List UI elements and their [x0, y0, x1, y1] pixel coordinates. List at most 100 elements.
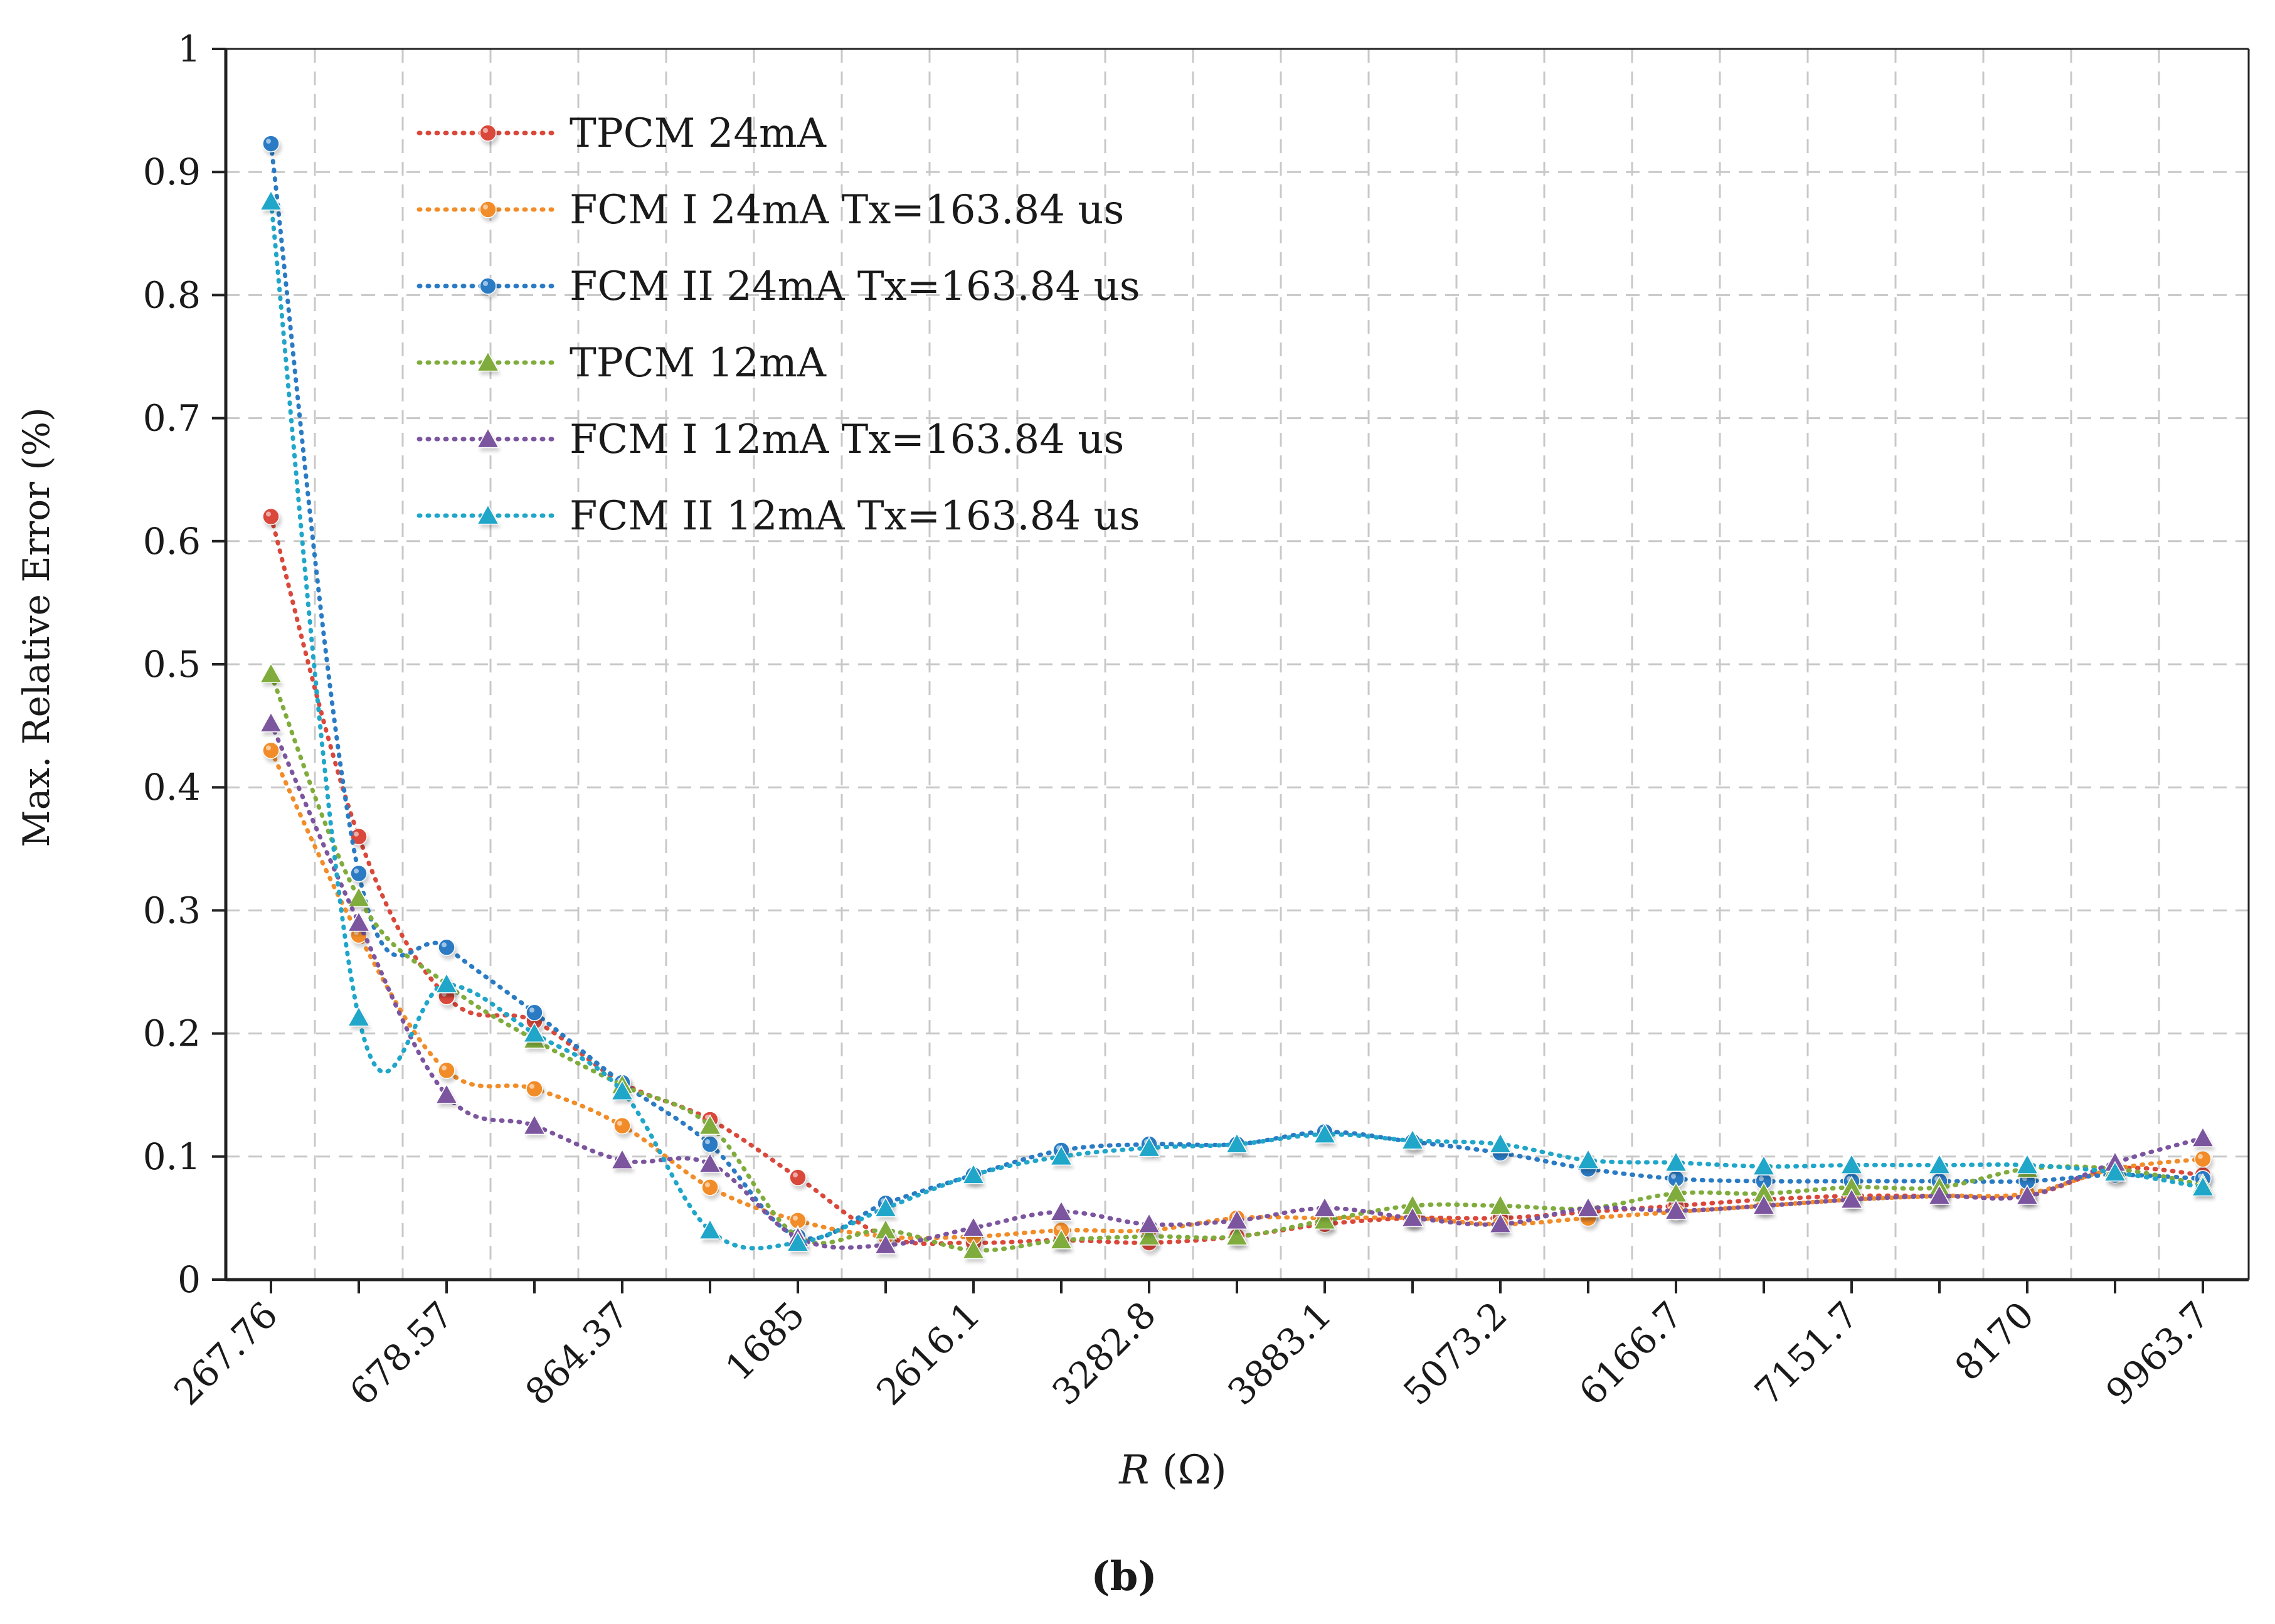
- data-point: [1752, 1194, 1776, 1218]
- data-point: [347, 911, 371, 935]
- data-point: [962, 1216, 986, 1241]
- marker-dot: [2194, 1150, 2212, 1168]
- data-point: [1137, 1136, 1162, 1160]
- legend-marker: [476, 351, 501, 375]
- data-point: [1840, 1187, 1864, 1213]
- y-tick-label: 0.3: [143, 889, 201, 931]
- data-point: [610, 1080, 635, 1104]
- marker-dot: [438, 938, 455, 957]
- data-point: [962, 1163, 986, 1187]
- x-tick-label: 9963.7: [2097, 1293, 2218, 1414]
- data-point: [1664, 1151, 1689, 1176]
- y-tick-label: 0.1: [143, 1135, 201, 1178]
- marker-triangle: [522, 1114, 546, 1135]
- marker-triangle: [1049, 1228, 1073, 1250]
- data-point: [1576, 1196, 1601, 1221]
- marker-triangle: [1401, 1128, 1424, 1150]
- marker-dot: [438, 1061, 455, 1080]
- marker-triangle: [435, 1083, 459, 1105]
- series-line: [268, 748, 2205, 1241]
- marker-triangle: [1488, 1213, 1512, 1234]
- series-6: [259, 189, 2215, 1255]
- marker-highlight: [483, 204, 488, 210]
- legend-entry-6: FCM II 12mA Tx=163.84 us: [416, 493, 1140, 539]
- data-point: [1049, 1145, 1074, 1169]
- y-tick-label: 0.6: [143, 520, 201, 563]
- series-2: [262, 741, 2214, 1250]
- marker-highlight: [705, 1182, 710, 1187]
- marker-highlight: [705, 1139, 710, 1145]
- data-point: [613, 1117, 633, 1138]
- y-tick-label: 0.7: [143, 397, 201, 440]
- x-tick-label: 8170: [1946, 1293, 2042, 1389]
- legend-entry-5: FCM I 12mA Tx=163.84 us: [416, 417, 1124, 463]
- marker-triangle: [1576, 1196, 1600, 1218]
- data-point: [1576, 1149, 1601, 1173]
- data-point: [259, 189, 284, 214]
- marker-triangle: [259, 711, 283, 733]
- marker-triangle: [1313, 1122, 1337, 1144]
- marker-highlight: [1056, 1225, 1061, 1231]
- legend-marker: [479, 124, 499, 146]
- marker-triangle: [2191, 1126, 2215, 1147]
- data-point: [1488, 1132, 1513, 1157]
- y-axis-label: Max. Relative Error (%): [15, 407, 58, 847]
- data-point: [874, 1196, 898, 1221]
- data-point: [701, 1179, 721, 1200]
- marker-triangle: [259, 662, 283, 684]
- marker-highlight: [793, 1215, 798, 1221]
- marker-highlight: [483, 128, 488, 133]
- marker-highlight: [2198, 1154, 2203, 1159]
- marker-triangle: [347, 911, 371, 932]
- data-point: [1928, 1184, 1952, 1209]
- legend-label: FCM I 12mA Tx=163.84 us: [570, 417, 1124, 463]
- marker-triangle: [1752, 1194, 1776, 1215]
- x-axis-label: R (Ω): [1118, 1447, 1227, 1494]
- marker-dot: [526, 1004, 543, 1021]
- data-point: [526, 1080, 545, 1101]
- data-point: [2194, 1150, 2214, 1172]
- marker-triangle: [259, 189, 283, 211]
- data-point: [2015, 1184, 2040, 1209]
- marker-highlight: [529, 1007, 534, 1013]
- data-point: [435, 1083, 459, 1108]
- series-3: [262, 135, 2214, 1250]
- marker-dot: [479, 277, 497, 295]
- marker-triangle: [1401, 1206, 1424, 1228]
- marker-triangle: [1225, 1209, 1249, 1230]
- marker-triangle: [1664, 1199, 1688, 1220]
- data-point: [526, 1004, 545, 1026]
- marker-triangle: [1664, 1151, 1688, 1172]
- series-4: [259, 662, 2215, 1263]
- y-tick-label: 0.8: [143, 273, 201, 316]
- data-point: [435, 972, 459, 997]
- marker-dot: [479, 124, 497, 142]
- marker-triangle: [1576, 1149, 1600, 1170]
- data-point: [1928, 1153, 1952, 1178]
- marker-dot: [789, 1169, 807, 1186]
- data-point: [698, 1152, 723, 1177]
- marker-triangle: [610, 1149, 634, 1170]
- marker-dot: [262, 741, 280, 760]
- marker-triangle: [347, 1006, 371, 1027]
- series-line: [268, 672, 2205, 1253]
- marker-triangle: [698, 1152, 722, 1173]
- x-tick-label: 5073.2: [1395, 1293, 1515, 1414]
- data-point: [259, 711, 284, 736]
- marker-dot: [701, 1179, 719, 1196]
- data-point: [1225, 1209, 1249, 1233]
- y-tick-label: 0.4: [143, 766, 201, 809]
- grid: [226, 48, 2249, 1280]
- data-point: [962, 1238, 986, 1263]
- data-point: [1840, 1153, 1864, 1178]
- x-tick-label: 2616.1: [868, 1293, 989, 1414]
- y-tick-label: 1: [178, 28, 201, 70]
- legend-marker: [479, 201, 499, 222]
- marker-dot: [479, 201, 497, 218]
- x-axis-label-unit: (Ω): [1149, 1447, 1226, 1494]
- data-point: [1313, 1196, 1337, 1221]
- data-point: [347, 886, 371, 911]
- marker-triangle: [698, 1218, 722, 1239]
- legend: TPCM 24mA FCM I 24mA Tx=163.84 us FCM II 2…: [416, 110, 1140, 539]
